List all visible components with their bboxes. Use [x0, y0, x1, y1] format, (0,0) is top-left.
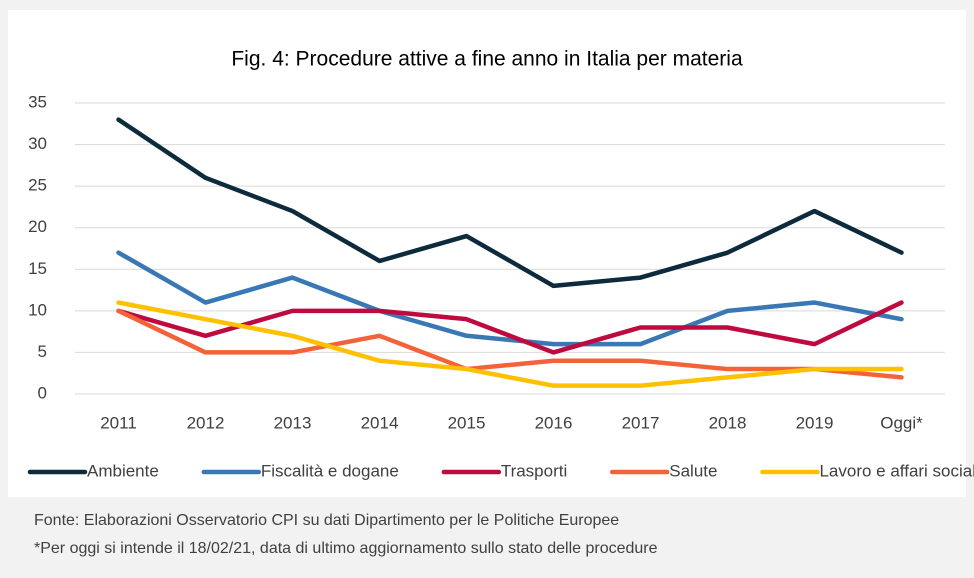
y-tick-label: 30 — [28, 134, 47, 153]
x-tick-label: 2019 — [796, 413, 834, 432]
x-tick-label: 2017 — [622, 413, 660, 432]
legend-label: Salute — [669, 461, 717, 480]
x-tick-label: 2018 — [709, 413, 747, 432]
y-tick-label: 5 — [38, 342, 47, 361]
chart-panel — [8, 10, 966, 497]
legend-label: Lavoro e affari sociali — [819, 461, 974, 480]
y-tick-label: 35 — [28, 92, 47, 111]
x-tick-label: 2014 — [361, 413, 399, 432]
x-tick-label: 2016 — [535, 413, 573, 432]
legend-label: Fiscalità e dogane — [261, 461, 399, 480]
x-tick-label: 2015 — [448, 413, 486, 432]
y-tick-label: 15 — [28, 259, 47, 278]
y-tick-label: 10 — [28, 300, 47, 319]
x-tick-label: 2012 — [187, 413, 225, 432]
footnote: *Per oggi si intende il 18/02/21, data d… — [34, 540, 658, 557]
chart-title: Fig. 4: Procedure attive a fine anno in … — [231, 48, 743, 71]
series-line — [116, 300, 904, 355]
series-line — [116, 250, 904, 347]
x-tick-label: 2013 — [274, 413, 312, 432]
y-tick-label: 25 — [28, 176, 47, 195]
legend-label: Ambiente — [87, 461, 159, 480]
x-tick-label: Oggi* — [880, 413, 923, 432]
x-tick-label: 2011 — [100, 413, 137, 432]
y-tick-label: 0 — [38, 383, 47, 402]
y-tick-label: 20 — [28, 217, 47, 236]
legend-label: Trasporti — [501, 461, 567, 480]
series-line — [116, 308, 904, 380]
source-note: Fonte: Elaborazioni Osservatorio CPI su … — [34, 512, 619, 529]
series-line — [116, 300, 904, 388]
series-line — [116, 117, 904, 289]
